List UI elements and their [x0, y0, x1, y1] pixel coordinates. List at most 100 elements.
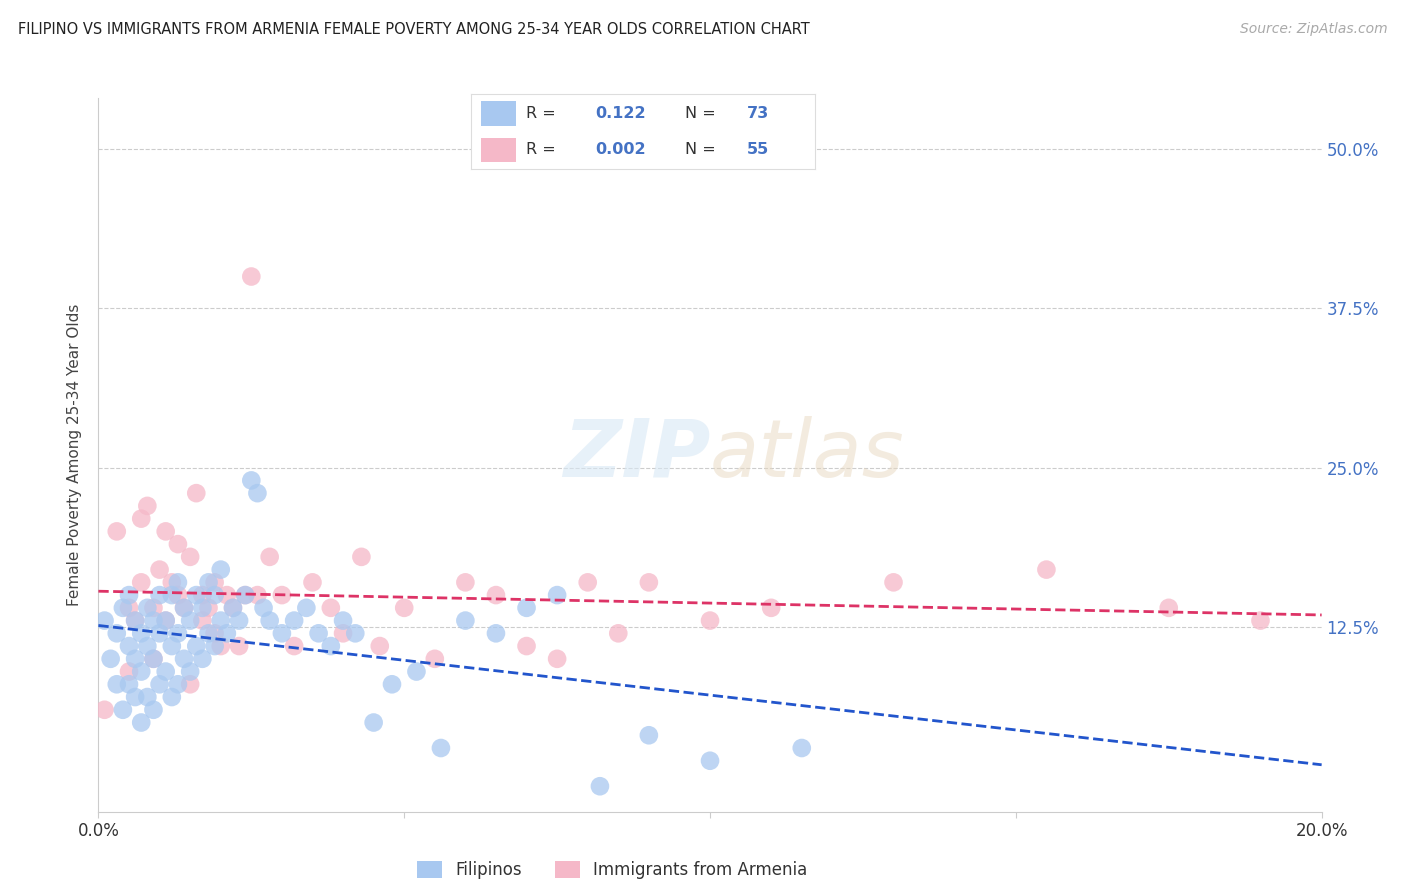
Point: [173, 600, 195, 615]
Point: [136, 600, 159, 615]
Point: [209, 639, 232, 653]
Point: [105, 677, 128, 691]
Point: [142, 703, 165, 717]
Point: [105, 626, 128, 640]
Point: [252, 600, 274, 615]
Text: R =: R =: [526, 142, 561, 157]
Point: [149, 677, 172, 691]
Point: [179, 677, 201, 691]
Point: [179, 549, 201, 564]
Point: [363, 715, 385, 730]
Point: [1249, 614, 1271, 628]
Point: [167, 626, 190, 640]
Point: [160, 588, 183, 602]
Point: [160, 639, 183, 653]
Point: [136, 690, 159, 704]
Point: [149, 626, 172, 640]
Text: 73: 73: [747, 106, 769, 121]
Point: [111, 703, 134, 717]
Point: [204, 588, 226, 602]
Point: [155, 665, 177, 679]
Point: [167, 537, 190, 551]
Point: [240, 269, 263, 284]
Point: [197, 575, 219, 590]
Point: [233, 588, 256, 602]
Point: [392, 600, 416, 615]
Point: [124, 690, 146, 704]
Point: [93, 703, 115, 717]
Text: R =: R =: [526, 106, 561, 121]
Point: [118, 677, 141, 691]
Point: [454, 614, 477, 628]
Point: [405, 665, 427, 679]
Point: [295, 600, 318, 615]
Point: [93, 614, 115, 628]
Point: [589, 779, 612, 793]
Point: [160, 690, 183, 704]
Point: [129, 665, 152, 679]
Point: [344, 626, 367, 640]
Point: [270, 588, 292, 602]
Point: [105, 524, 128, 539]
Point: [423, 652, 446, 666]
Point: [222, 600, 245, 615]
Point: [129, 715, 152, 730]
Point: [136, 499, 159, 513]
Point: [197, 626, 219, 640]
Point: [136, 639, 159, 653]
Point: [240, 474, 263, 488]
Bar: [481, 137, 516, 161]
Point: [332, 626, 354, 640]
Point: [259, 614, 281, 628]
Point: [209, 614, 232, 628]
Point: [142, 614, 165, 628]
Point: [368, 639, 391, 653]
Point: [430, 741, 453, 756]
Point: [222, 600, 245, 615]
Point: [155, 524, 177, 539]
Point: [1157, 600, 1180, 615]
Point: [485, 626, 508, 640]
Bar: [481, 101, 516, 126]
Point: [191, 600, 214, 615]
Text: FILIPINO VS IMMIGRANTS FROM ARMENIA FEMALE POVERTY AMONG 25-34 YEAR OLDS CORRELA: FILIPINO VS IMMIGRANTS FROM ARMENIA FEMA…: [18, 22, 810, 37]
Point: [179, 665, 201, 679]
Point: [883, 575, 905, 590]
Point: [118, 600, 141, 615]
Point: [637, 728, 661, 742]
Point: [259, 549, 281, 564]
Point: [118, 588, 141, 602]
Point: [149, 588, 172, 602]
Text: ZIP: ZIP: [562, 416, 710, 494]
Point: [576, 575, 599, 590]
Point: [179, 614, 201, 628]
Point: [301, 575, 323, 590]
Point: [516, 639, 538, 653]
Y-axis label: Female Poverty Among 25-34 Year Olds: Female Poverty Among 25-34 Year Olds: [67, 304, 83, 606]
Point: [332, 614, 354, 628]
Point: [197, 600, 219, 615]
Legend: Filipinos, Immigrants from Armenia: Filipinos, Immigrants from Armenia: [411, 854, 814, 886]
Point: [191, 652, 214, 666]
Point: [319, 600, 342, 615]
Point: [142, 652, 165, 666]
Point: [759, 600, 782, 615]
Text: Source: ZipAtlas.com: Source: ZipAtlas.com: [1240, 22, 1388, 37]
Point: [228, 614, 250, 628]
Point: [124, 614, 146, 628]
Point: [699, 614, 721, 628]
Point: [129, 626, 152, 640]
Point: [191, 614, 214, 628]
Point: [100, 652, 122, 666]
Text: N =: N =: [685, 142, 720, 157]
Point: [228, 639, 250, 653]
Point: [186, 639, 208, 653]
Text: 55: 55: [747, 142, 769, 157]
Point: [142, 600, 165, 615]
Point: [283, 614, 305, 628]
Text: atlas: atlas: [710, 416, 905, 494]
Point: [381, 677, 404, 691]
Point: [118, 665, 141, 679]
Point: [607, 626, 630, 640]
Point: [124, 614, 146, 628]
